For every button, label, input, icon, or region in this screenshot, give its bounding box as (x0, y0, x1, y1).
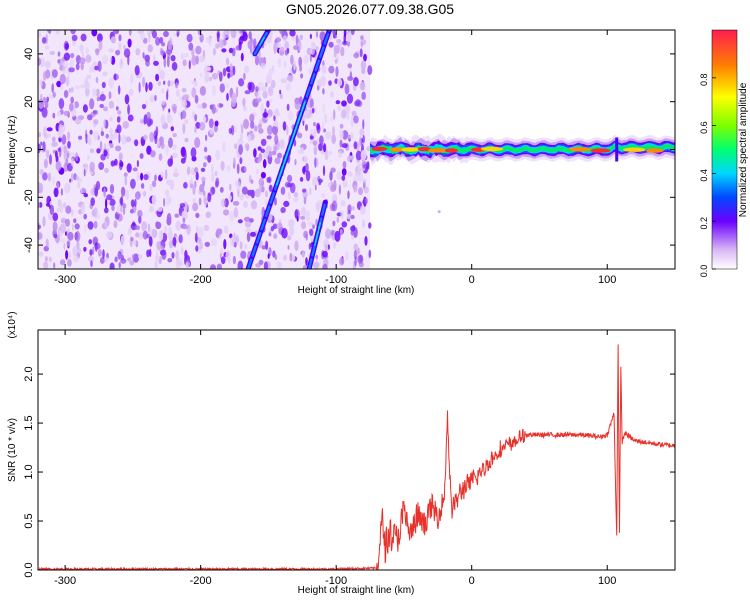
carrier-peak-9 (590, 148, 611, 153)
snr-x-tick-1: -200 (190, 575, 212, 587)
snr-x-tick-3: 0 (469, 575, 475, 587)
spectrogram-y-tick-2: 0 (23, 146, 35, 152)
spectrogram-x-ticks: -300 -200 -100 0 100 (54, 30, 616, 286)
figure-title: GN05.2026.077.09.38.G05 (286, 1, 454, 17)
spectrogram-y-label: Frequency (Hz) (7, 116, 18, 185)
snr-panel: -300 -200 -100 0 100 0.0 0.5 1.0 1.5 2.0 Height … (7, 311, 676, 596)
colorbar-gradient (711, 29, 738, 270)
spectrogram-x-tick-0: -300 (54, 274, 76, 286)
spectrogram-x-tick-2: -100 (325, 274, 347, 286)
carrier-peak-8 (568, 147, 592, 152)
snr-frame (37, 329, 676, 571)
snr-x-tick-0: -300 (54, 575, 76, 587)
spectrogram-y-tick-4: 40 (23, 48, 35, 60)
spectrogram-y-tick-1: -20 (23, 189, 35, 205)
colorbar: 0.0 0.2 0.4 0.6 0.8 Normalized spectral ampl… (699, 29, 749, 278)
carrier-peak-7 (480, 146, 504, 152)
carrier-peak-5 (444, 148, 458, 153)
spectrogram-y-ticks: -40 -20 0 20 40 (23, 48, 675, 253)
carrier-peak-10 (623, 147, 646, 152)
carrier-band (370, 133, 675, 214)
spectrogram-x-tick-1: -200 (190, 274, 212, 286)
snr-y-tick-1: 0.5 (23, 513, 35, 528)
snr-x-ticks: -300 -200 -100 0 100 (54, 330, 616, 587)
snr-y-tick-0: 0.0 (23, 562, 35, 577)
spectrogram-y-tick-3: 20 (23, 96, 35, 108)
spectrogram-x-tick-3: 0 (469, 274, 475, 286)
colorbar-ticks: 0.0 0.2 0.4 0.6 0.8 (699, 74, 716, 278)
carrier-peak-2 (401, 147, 421, 152)
carrier-peak-11 (645, 148, 664, 153)
snr-x-tick-2: -100 (325, 575, 347, 587)
snr-y-label: SNR (10 * v/v) (7, 418, 18, 482)
doppler-streaks (245, 30, 332, 269)
snr-y-multiplier: (x10⁴) (7, 311, 18, 338)
snr-plot-area (38, 344, 675, 570)
carrier-peak-4 (428, 148, 448, 153)
snr-y-ticks: 0.0 0.5 1.0 1.5 2.0 (23, 366, 675, 578)
colorbar-tick-3: 0.6 (699, 121, 709, 134)
colorbar-label: Normalized spectral amplitude (738, 82, 749, 217)
carrier-peak-1 (389, 147, 405, 152)
stray-point (437, 210, 441, 214)
colorbar-tick-4: 0.8 (699, 74, 709, 87)
snr-x-label: Height of straight line (km) (298, 585, 415, 596)
spectrogram-x-label: Height of straight line (km) (298, 285, 415, 296)
spectrogram-y-tick-0: -40 (23, 237, 35, 253)
colorbar-tick-1: 0.2 (699, 217, 709, 230)
carrier-layer-5 (370, 144, 675, 155)
snr-y-tick-3: 1.5 (23, 415, 35, 430)
spectrogram-plot-area (38, 30, 675, 269)
snr-x-tick-4: 100 (598, 575, 616, 587)
carrier-peak-0 (371, 146, 388, 152)
snr-series-line (38, 344, 675, 570)
snr-y-tick-4: 2.0 (23, 366, 35, 381)
colorbar-tick-0: 0.0 (699, 265, 709, 278)
snr-y-tick-2: 1.0 (23, 464, 35, 479)
noise-region (38, 30, 373, 269)
spectrogram-x-tick-4: 100 (598, 274, 616, 286)
colorbar-tick-2: 0.4 (699, 169, 709, 182)
carrier-peak-3 (417, 146, 431, 152)
